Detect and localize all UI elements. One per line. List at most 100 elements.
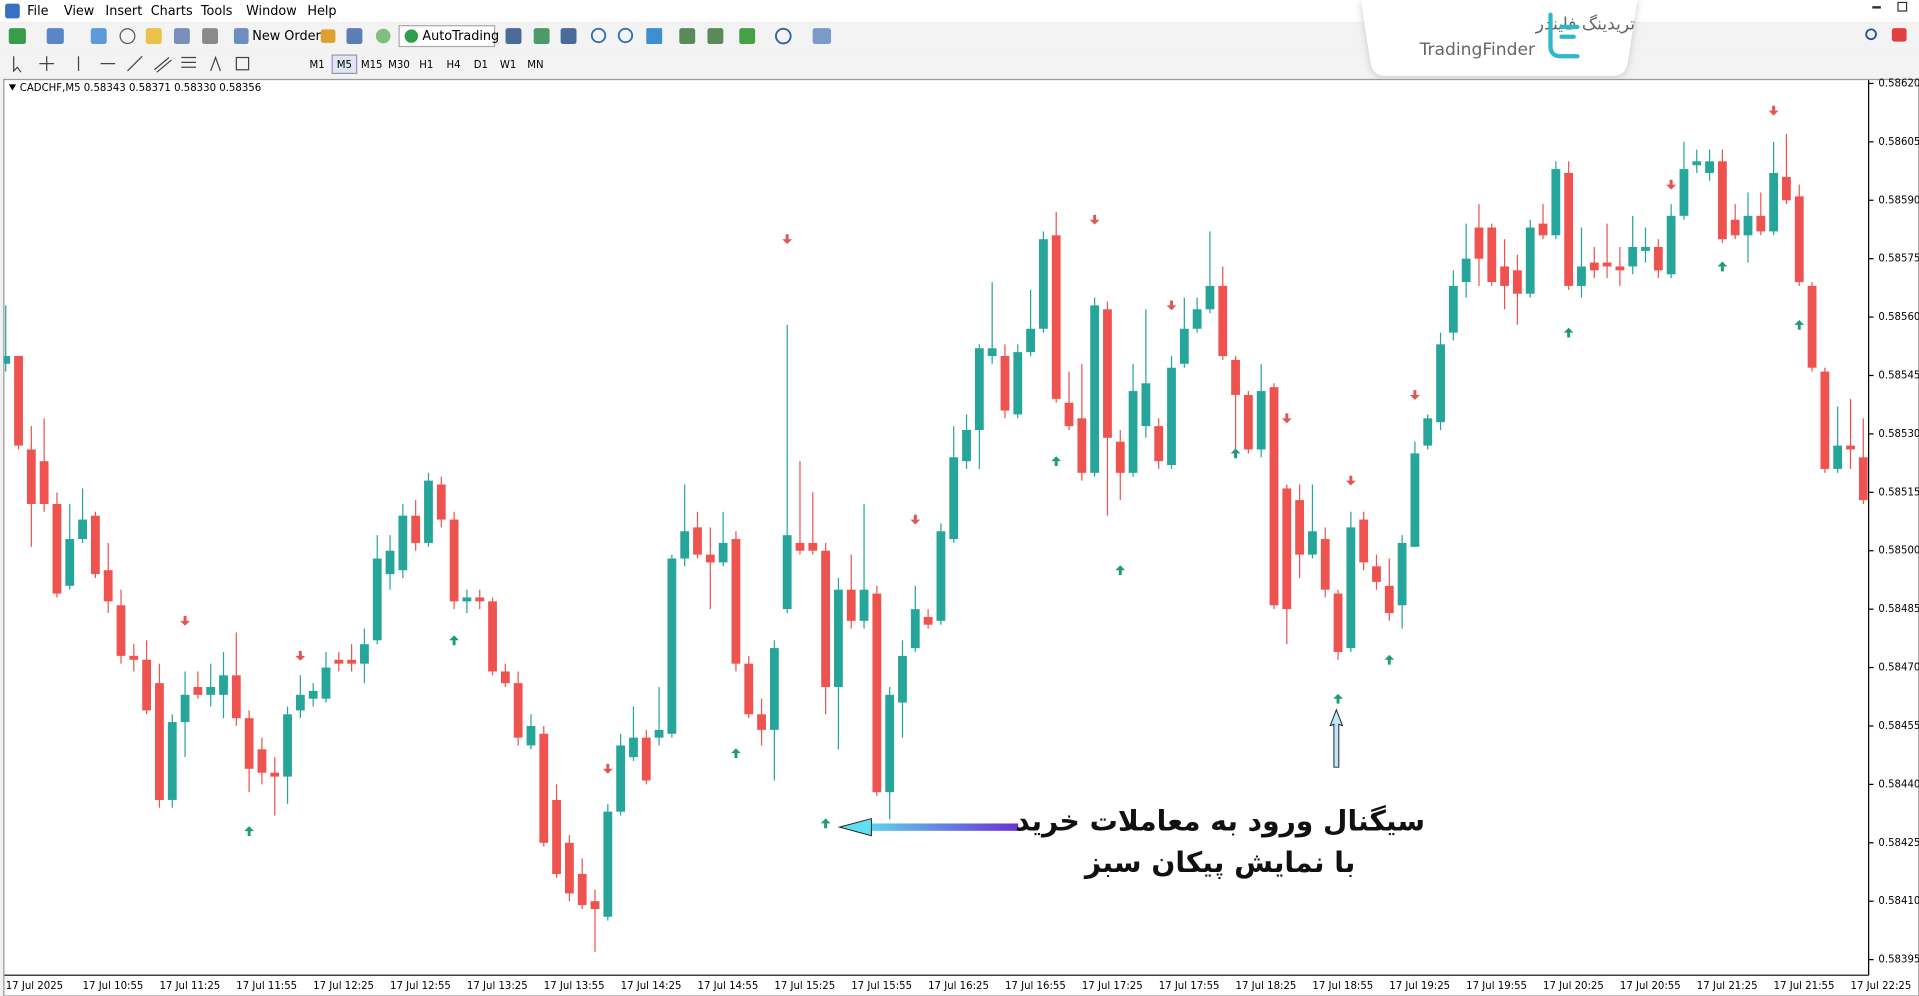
y-tick-label: 0.58485 xyxy=(1878,604,1919,615)
icon[interactable] xyxy=(90,28,107,45)
icon[interactable] xyxy=(617,27,634,44)
candle-body xyxy=(1448,285,1458,333)
timeframe-label[interactable]: MN xyxy=(527,60,543,71)
y-tick-label: 0.58515 xyxy=(1878,487,1919,498)
candle-body xyxy=(155,683,164,800)
icon[interactable] xyxy=(707,28,724,45)
timeframe-button[interactable] xyxy=(331,54,358,75)
menu-item[interactable]: Charts xyxy=(151,4,193,19)
candle-body xyxy=(1436,344,1445,423)
y-tick-label: 0.58620 xyxy=(1878,78,1919,89)
timeframe-label[interactable]: M1 xyxy=(310,60,325,71)
candle-body xyxy=(949,457,959,540)
icon[interactable] xyxy=(202,28,219,45)
icon[interactable] xyxy=(173,28,190,45)
icon[interactable] xyxy=(560,28,577,45)
candle-body xyxy=(1269,387,1279,606)
candle-body xyxy=(65,539,75,586)
menu-item[interactable]: Window xyxy=(246,4,297,19)
y-tick-label: 0.58455 xyxy=(1878,721,1919,732)
buy-arrow xyxy=(449,635,459,646)
candle-body xyxy=(52,504,62,594)
timeframe-label[interactable]: M30 xyxy=(388,60,410,71)
y-tick-label: 0.58530 xyxy=(1878,429,1919,440)
candle-body xyxy=(1717,161,1727,240)
candle-body xyxy=(1628,246,1638,267)
menu-item[interactable]: Insert xyxy=(105,4,142,19)
icon[interactable] xyxy=(679,28,696,45)
candle-body xyxy=(1487,227,1497,283)
icon[interactable] xyxy=(346,28,363,45)
timeframe-label[interactable]: W1 xyxy=(500,60,516,71)
timeframe-label[interactable]: M15 xyxy=(361,60,383,71)
candle-body xyxy=(821,550,831,688)
y-tick-label: 0.58500 xyxy=(1878,546,1919,557)
candle-body xyxy=(1103,309,1112,438)
icon[interactable] xyxy=(812,28,832,45)
icon[interactable] xyxy=(533,28,550,45)
candle-body xyxy=(1858,457,1868,501)
candle-body xyxy=(334,659,344,664)
buy-arrow xyxy=(1384,654,1395,665)
menu-item[interactable]: File xyxy=(27,4,49,19)
menu-item[interactable]: View xyxy=(64,4,94,19)
search-icon[interactable] xyxy=(1865,28,1877,41)
icon[interactable] xyxy=(145,28,162,45)
y-tick-label: 0.58425 xyxy=(1878,838,1919,849)
new-order-label[interactable]: New Order xyxy=(252,29,321,44)
fibo-tool[interactable] xyxy=(181,56,196,68)
icon[interactable] xyxy=(233,28,249,45)
timeframe-label[interactable]: H1 xyxy=(419,60,433,71)
candle-body xyxy=(1513,270,1522,294)
trendline-tool[interactable] xyxy=(127,55,143,72)
notification-icon[interactable] xyxy=(1891,28,1907,42)
candle-body xyxy=(1602,262,1612,267)
candle-body xyxy=(1551,169,1561,236)
icon[interactable] xyxy=(505,28,522,45)
buy-arrow xyxy=(1333,693,1343,704)
toolbar-2 xyxy=(0,51,1919,78)
x-tick-label: 17 Jul 14:25 xyxy=(621,981,682,992)
candle-body xyxy=(1782,176,1791,201)
icon[interactable] xyxy=(775,27,792,45)
candle-body xyxy=(539,733,549,843)
x-tick-label: 17 Jul 20:55 xyxy=(1620,981,1681,992)
candle-body xyxy=(488,601,497,672)
candle-body xyxy=(1807,285,1817,368)
cursor-tool[interactable] xyxy=(13,56,22,73)
candle-body xyxy=(1666,215,1676,275)
menu-item[interactable]: Tools xyxy=(200,4,233,19)
candle-body xyxy=(1346,527,1356,649)
restore[interactable] xyxy=(1897,1,1908,12)
minimize[interactable] xyxy=(1872,6,1881,9)
candle-body xyxy=(398,515,408,571)
x-tick-label: 17 Jul 15:55 xyxy=(851,981,912,992)
autotrading-label[interactable]: AutoTrading xyxy=(422,29,499,44)
candle-body xyxy=(193,687,203,695)
menu-item[interactable]: Help xyxy=(307,4,336,19)
candle-body xyxy=(103,570,113,602)
icon[interactable] xyxy=(739,28,756,45)
autotrading-button[interactable] xyxy=(398,25,496,48)
icon[interactable] xyxy=(119,28,136,45)
text-tool[interactable] xyxy=(210,55,222,72)
candle-body xyxy=(39,461,49,505)
candle-body xyxy=(360,644,369,664)
icon[interactable] xyxy=(320,29,336,43)
icon[interactable] xyxy=(375,28,391,44)
icon[interactable] xyxy=(646,28,663,45)
x-tick-label: 17 Jul 2025 xyxy=(6,981,63,992)
crosshair-tool[interactable] xyxy=(39,56,55,71)
icon[interactable] xyxy=(8,28,26,45)
candle-body xyxy=(1705,161,1714,173)
timeframe-label[interactable]: M5 xyxy=(337,60,352,71)
y-tick-label: 0.58395 xyxy=(1878,955,1919,966)
icon[interactable] xyxy=(590,27,607,44)
channel-tool[interactable] xyxy=(153,57,172,73)
candle-body xyxy=(1064,402,1074,427)
icon[interactable] xyxy=(46,28,64,45)
timeframe-label[interactable]: D1 xyxy=(474,60,488,71)
label-tool[interactable] xyxy=(235,56,250,71)
chart-menu-triangle[interactable] xyxy=(8,84,17,91)
timeframe-label[interactable]: H4 xyxy=(447,60,461,71)
